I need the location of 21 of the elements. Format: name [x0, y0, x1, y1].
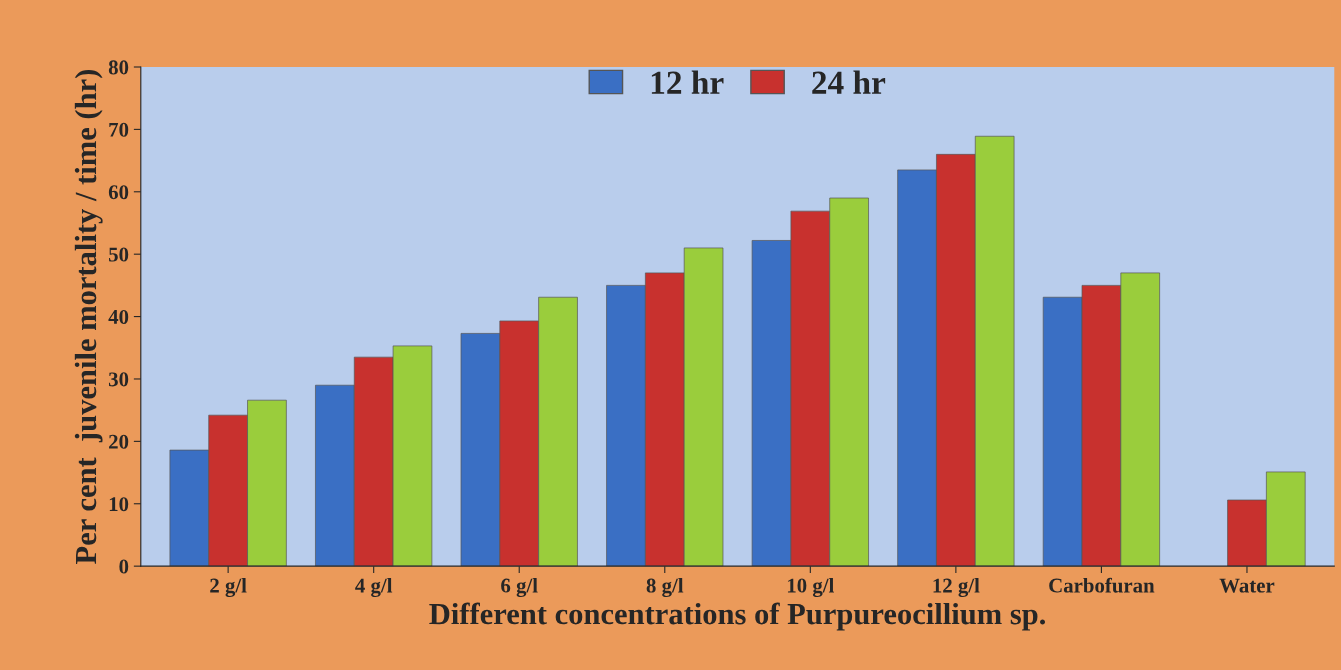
- y-tick-label: 10: [109, 497, 129, 512]
- x-axis-title: Different concentrations of Purpureocillium sp.: [429, 602, 1046, 631]
- y-tick-label: 70: [109, 122, 129, 137]
- x-tick-label: 6 g/l: [501, 577, 538, 598]
- x-tick-label: 8 g/l: [646, 577, 684, 598]
- legend-label: 24 hr: [812, 70, 886, 94]
- y-tick-label: 0: [119, 559, 129, 574]
- y-tick-label: 40: [108, 309, 129, 325]
- legend-label: 12 hr: [651, 70, 724, 94]
- y-tick-label: 20: [109, 434, 129, 449]
- y-tick-label: 80: [108, 60, 129, 75]
- x-tick-label: 2 g/l: [210, 577, 247, 598]
- x-tick-label: 12 g/l: [933, 577, 980, 598]
- x-tick-label: 4 g/l: [355, 577, 393, 598]
- y-tick-label: 60: [108, 185, 129, 200]
- y-tick-label: 30: [108, 372, 129, 387]
- x-tick-label: 10 g/l: [787, 577, 834, 598]
- y-tick-label: 50: [109, 247, 129, 262]
- x-tick-label: Carbofuran: [1049, 577, 1155, 593]
- x-tick-label: Water: [1219, 578, 1275, 593]
- y-axis-title: Per cent juvenile mortality / time (hr): [74, 70, 103, 564]
